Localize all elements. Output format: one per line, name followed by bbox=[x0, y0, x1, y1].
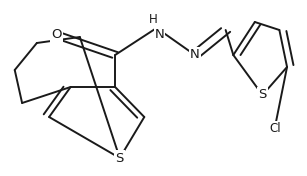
Text: Cl: Cl bbox=[269, 121, 281, 134]
Text: N: N bbox=[155, 28, 165, 41]
Text: S: S bbox=[258, 89, 267, 102]
Text: O: O bbox=[52, 29, 62, 42]
Text: N: N bbox=[190, 49, 200, 61]
Text: S: S bbox=[115, 152, 124, 165]
Text: H: H bbox=[149, 13, 158, 26]
